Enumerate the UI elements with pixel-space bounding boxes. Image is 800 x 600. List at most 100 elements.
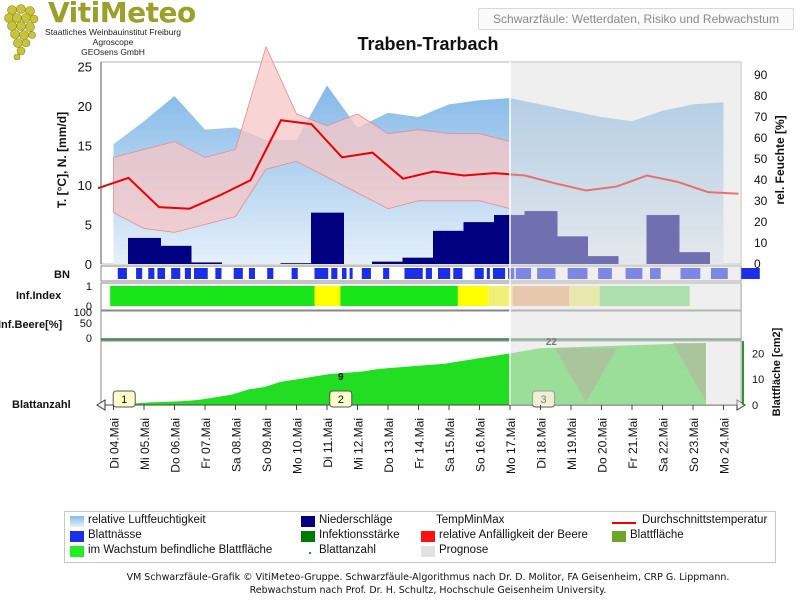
- footer: VM Schwarzfäule-Grafik © VitiMeteo-Grupp…: [0, 571, 800, 597]
- legend-swatch: [421, 531, 435, 542]
- infection-index-tick: 1: [86, 281, 92, 293]
- infection-index-segment: [314, 286, 341, 306]
- precipitation-bar: [433, 230, 466, 264]
- leaf-wetness-bar: [341, 268, 347, 279]
- leaf-area-tick-label: 0: [752, 400, 758, 412]
- leaf-wetness-bar: [453, 268, 463, 279]
- date-label: Do 20.Mai: [596, 418, 610, 473]
- leaf-wetness-bar: [404, 268, 423, 279]
- y-left-tick-label: 5: [85, 218, 92, 233]
- infection-index-segment: [340, 286, 458, 306]
- y-right-tick-label: 20: [754, 215, 768, 229]
- leaf-wetness-bar: [486, 268, 490, 279]
- leaf-area-tick-label: 20: [752, 348, 764, 360]
- date-label: Mi 19.Mai: [565, 418, 579, 470]
- date-label: Di 04.Mai: [108, 418, 122, 469]
- logo-subtitle: Staatliches Weinbauinstitut Freiburg Agr…: [38, 27, 188, 57]
- leaf-wetness-bar: [215, 268, 222, 279]
- leaf-wetness-bar: [171, 268, 181, 279]
- infection-index-segment: [488, 286, 513, 306]
- leaf-wetness-bar: [233, 268, 243, 279]
- precipitation-bar: [372, 261, 405, 264]
- infection-index-segment: [110, 286, 315, 306]
- leaf-wetness-bar: [383, 268, 390, 279]
- chart-title: Traben-Trarbach: [357, 34, 499, 54]
- legend-swatch: [309, 552, 311, 554]
- y-left-tick-label: 0: [85, 257, 92, 272]
- date-label: Mi 12.Mai: [352, 418, 366, 470]
- legend-label: Blattfläche: [630, 529, 684, 541]
- footer-line-2: Rebwachstum nach Prof. Dr. H. Schultz, H…: [249, 585, 607, 596]
- y-left-tick-label: 15: [78, 139, 92, 154]
- date-label: Sa 22.Mai: [657, 418, 671, 472]
- leaf-area-tick-label: 10: [752, 374, 764, 386]
- date-label: Sa 15.Mai: [443, 418, 457, 472]
- infection-index-segment: [457, 286, 489, 306]
- leaf-wetness-bar: [349, 268, 353, 279]
- legend-swatch: [70, 531, 84, 542]
- leaf-count-axis-label: Blattanzahl: [12, 399, 71, 411]
- y-right-tick-label: 30: [754, 194, 768, 208]
- leaf-wetness-bar: [361, 268, 371, 279]
- precipitation-bar: [280, 263, 314, 264]
- leaf-wetness-bar: [136, 268, 143, 279]
- legend-label: relative Luftfeuchtigkeit: [88, 514, 206, 526]
- legend-label: relative Anfälligkeit der Beere: [439, 529, 588, 541]
- leaf-wetness-bar: [117, 268, 127, 279]
- precipitation-bar: [128, 237, 161, 264]
- leaf-wetness-bar: [331, 268, 338, 279]
- infection-berry-tick: 0: [86, 333, 92, 345]
- legend-swatch: [421, 546, 435, 557]
- y-right-tick-label: 40: [754, 173, 768, 187]
- leaf-count-marker: [112, 390, 136, 408]
- legend: relative Luftfeuchtigkeit Niederschläge Te…: [64, 511, 776, 563]
- left-arrow-icon: [96, 399, 106, 411]
- legend-swatch: [612, 522, 636, 524]
- leaf-wetness-bar: [267, 268, 274, 279]
- leaf-wetness-bar: [438, 268, 451, 279]
- legend-swatch: [612, 531, 626, 542]
- legend-swatch: [70, 516, 84, 527]
- legend-label: TempMinMax: [436, 514, 505, 526]
- logo-line: Agroscope: [92, 37, 134, 47]
- y-right-tick-label: 0: [754, 257, 761, 271]
- date-label: So 09.Mai: [260, 418, 274, 472]
- legend-label: Prognose: [439, 544, 489, 556]
- y-left-axis-label: T. [°C], N. [mm/d]: [55, 112, 69, 208]
- footer-line-1: VM Schwarzfäule-Grafik © VitiMeteo-Grupp…: [126, 572, 730, 583]
- infection-index-label: Inf.Index: [16, 290, 62, 302]
- y-right-axis-label: rel. Feuchte [%]: [773, 115, 787, 204]
- leaf-wetness-bar: [148, 268, 155, 279]
- y-left-tick-label: 10: [78, 178, 92, 193]
- legend-label: Durchschnittstemperatur: [642, 514, 768, 526]
- date-label: Mi 05.Mai: [138, 418, 152, 470]
- date-label: Do 13.Mai: [382, 418, 396, 473]
- y-right-tick-label: 90: [754, 68, 768, 82]
- legend-label: Blattnässe: [88, 529, 142, 541]
- leaf-wetness-bar: [741, 268, 760, 279]
- y-right-tick-label: 80: [754, 89, 768, 103]
- infection-berry-label: Inf.Beere[%]: [0, 319, 63, 331]
- legend-swatch: [301, 516, 315, 527]
- logo-line: GEOsens GmbH: [81, 47, 145, 57]
- date-label: Mo 17.Mai: [504, 418, 518, 474]
- date-label: Fr 14.Mai: [413, 418, 427, 469]
- leaf-area-axis-label: Blattfläche [cm2]: [771, 327, 783, 416]
- legend-swatch: [301, 531, 315, 542]
- leaf-wetness-bar: [474, 268, 484, 279]
- leaf-count-label: 2: [338, 394, 344, 406]
- precipitation-bar: [189, 262, 222, 264]
- leaf-count-annotation: 9: [338, 372, 344, 383]
- leaf-wetness-bar: [248, 268, 256, 279]
- grape-logo-icon: [4, 4, 39, 60]
- y-left-tick-label: 20: [78, 99, 92, 114]
- precipitation-bar: [402, 257, 436, 264]
- leaf-wetness-bar: [184, 268, 191, 279]
- leaf-wetness-bar: [291, 268, 298, 279]
- infection-index-tick: 0: [86, 301, 92, 313]
- date-label: Di 11.Mai: [321, 418, 335, 468]
- bn-label: BN: [54, 269, 70, 281]
- leaf-wetness-bar: [194, 268, 208, 279]
- date-label: Di 18.Mai: [535, 418, 549, 469]
